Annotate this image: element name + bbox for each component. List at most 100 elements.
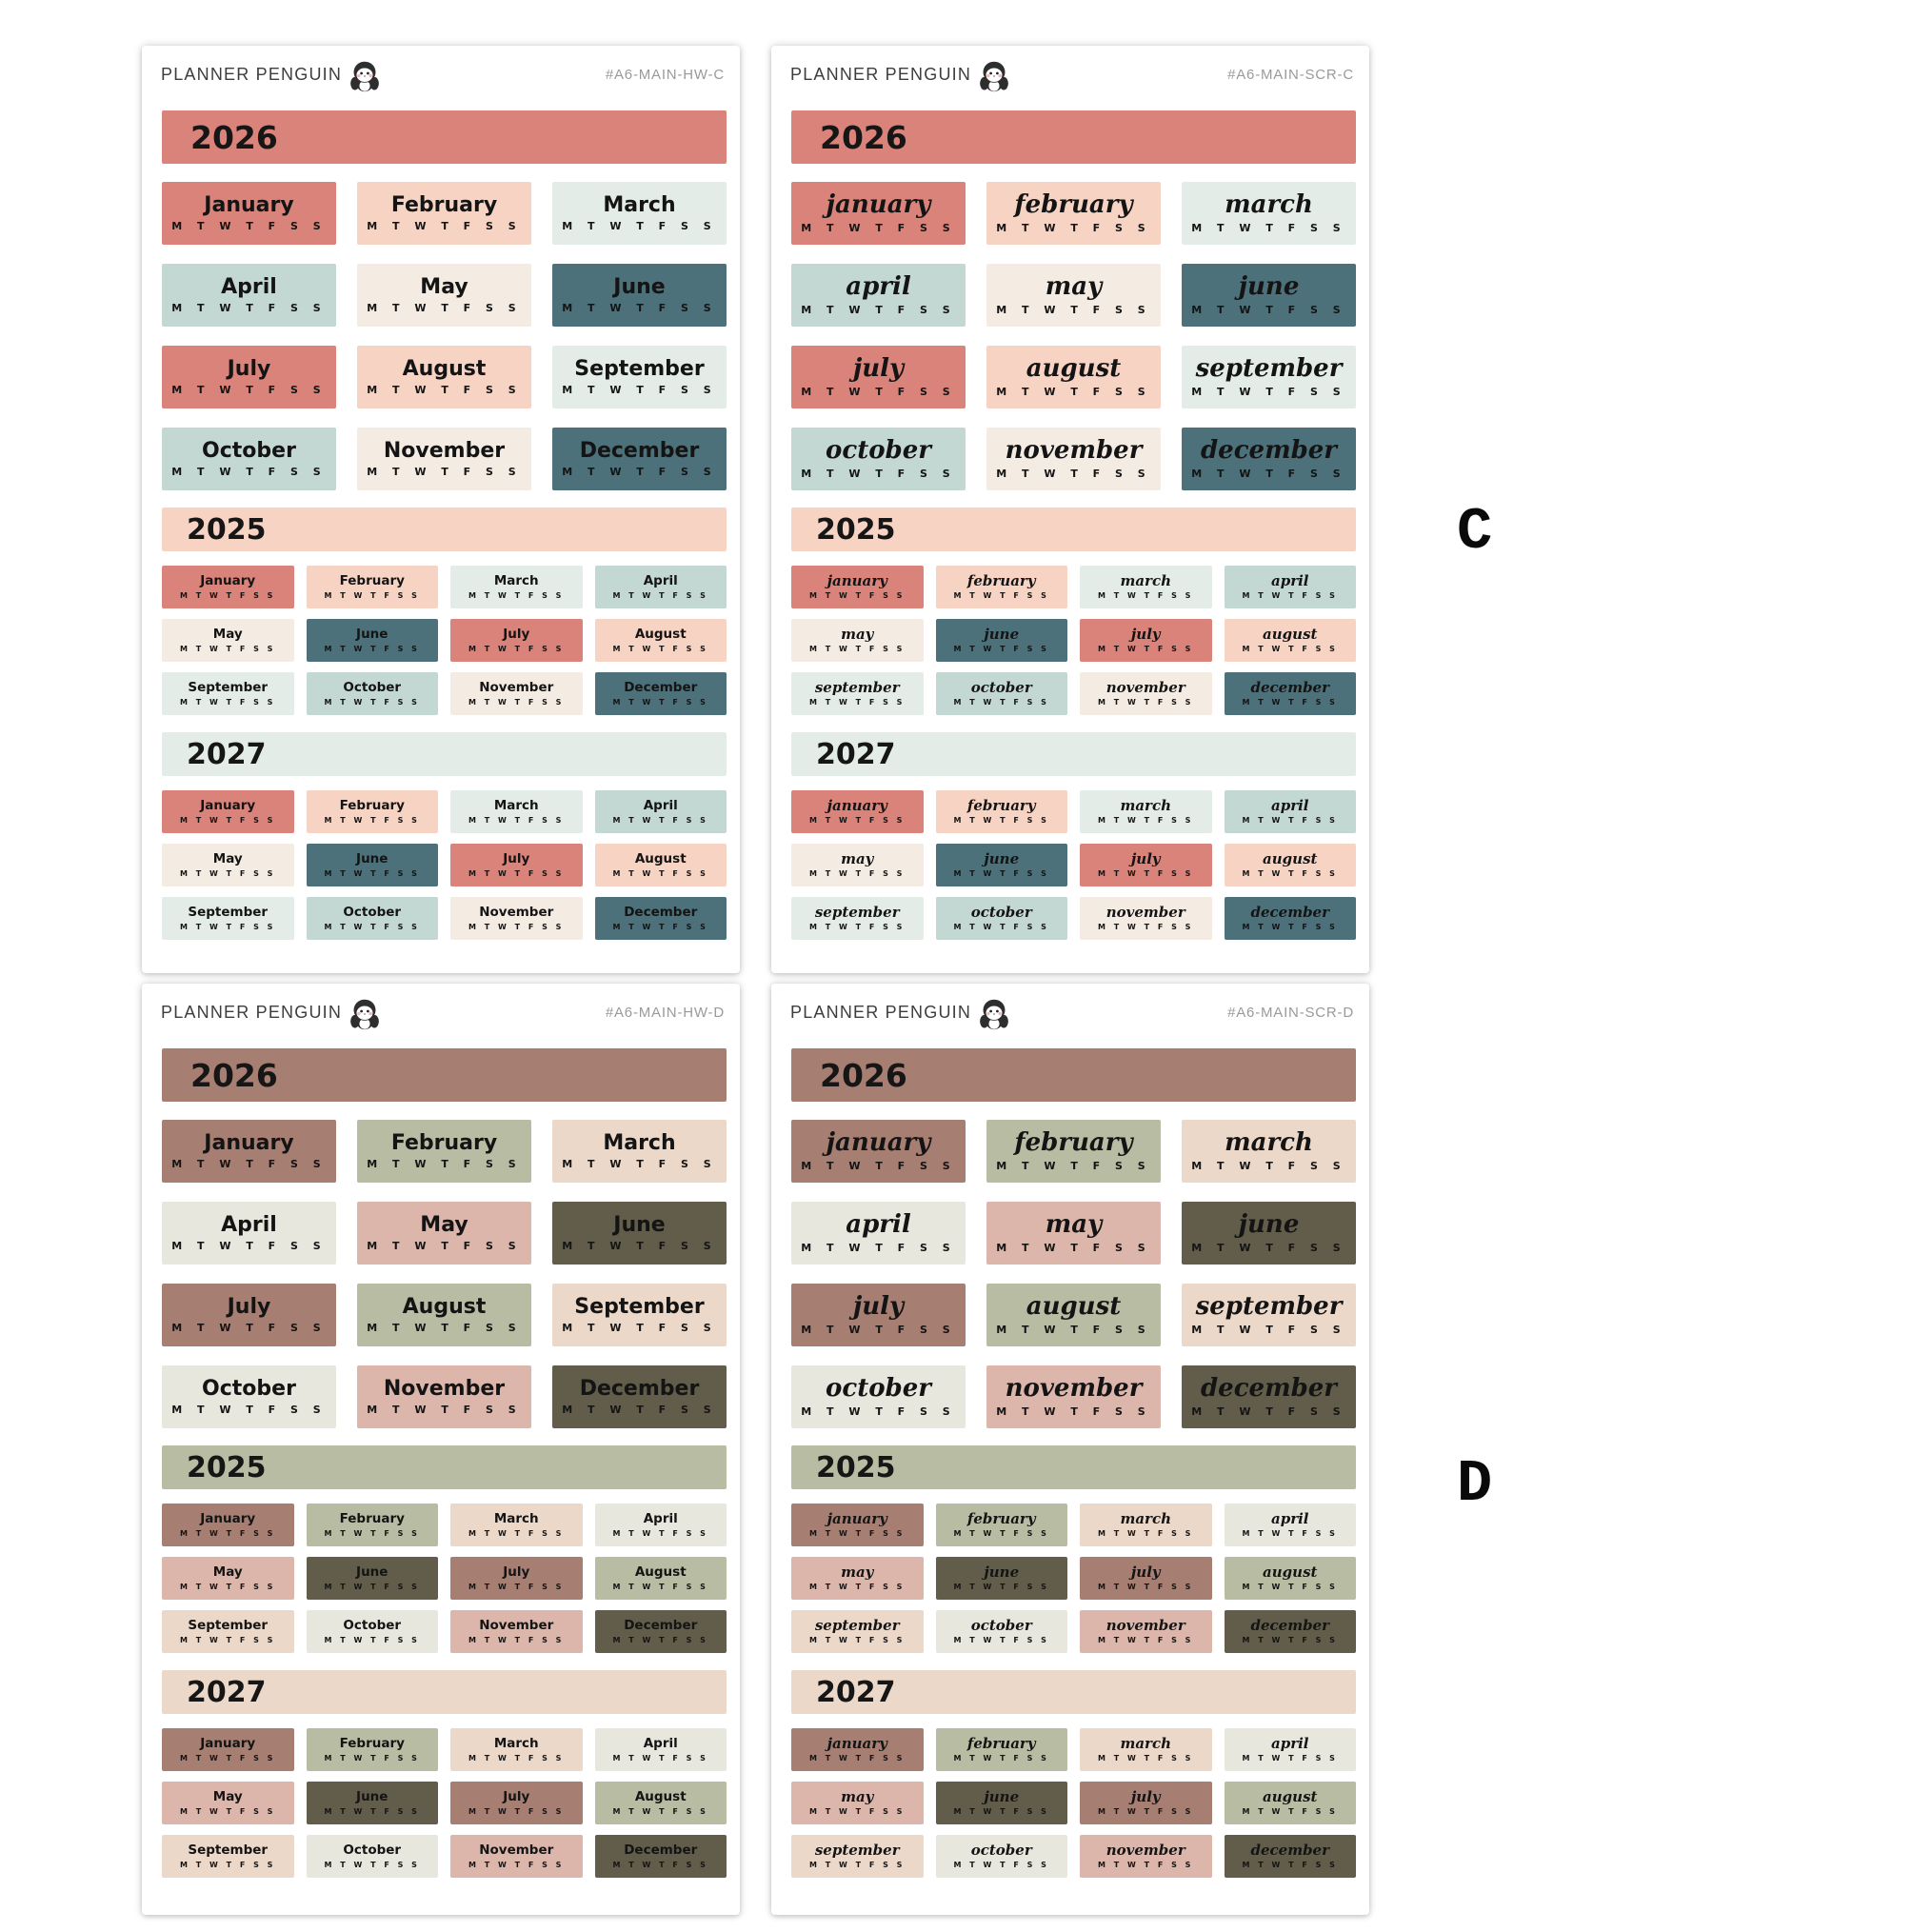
month-sticker: August M T W T F S S bbox=[594, 844, 727, 886]
month-name: January bbox=[200, 1511, 256, 1527]
month-sticker: August M T W T F S S bbox=[357, 1284, 531, 1346]
month-sticker: August M T W T F S S bbox=[594, 1557, 727, 1600]
month-sticker: April M T W T F S S bbox=[594, 566, 727, 608]
month-sticker: February M T W T F S S bbox=[306, 1504, 438, 1546]
month-name: August bbox=[634, 851, 687, 867]
sheet-header: PLANNER PENGUIN #A6-MAIN-SCR-C bbox=[771, 46, 1369, 92]
day-letters: M T W T F S S bbox=[801, 1324, 956, 1337]
month-name: november bbox=[1005, 1373, 1143, 1403]
penguin-icon bbox=[350, 999, 379, 1030]
day-letters: M T W T F S S bbox=[801, 1242, 956, 1255]
month-sticker: december M T W T F S S bbox=[1182, 1365, 1356, 1428]
sheet-body: 2026 january M T W T F S S february M T W T … bbox=[771, 1048, 1369, 1878]
month-name: May bbox=[212, 851, 243, 867]
month-name: August bbox=[634, 1789, 687, 1805]
month-sticker: may M T W T F S S bbox=[986, 264, 1161, 327]
day-letters: M T W T F S S bbox=[468, 697, 565, 707]
month-sticker: october M T W T F S S bbox=[935, 1835, 1067, 1878]
month-sticker: May M T W T F S S bbox=[162, 1557, 294, 1600]
day-letters: M T W T F S S bbox=[1242, 869, 1338, 879]
month-sticker: february M T W T F S S bbox=[935, 566, 1067, 608]
month-name: April bbox=[221, 1212, 277, 1237]
day-letters: M T W T F S S bbox=[801, 304, 956, 317]
month-name: November bbox=[479, 680, 554, 696]
month-name: december bbox=[1250, 1841, 1329, 1859]
month-sticker: november M T W T F S S bbox=[1080, 897, 1212, 940]
day-letters: M T W T F S S bbox=[996, 1324, 1151, 1337]
month-sticker: July M T W T F S S bbox=[450, 844, 583, 886]
sheet-body: 2026 January M T W T F S S February M T W T … bbox=[142, 110, 740, 940]
month-sticker: October M T W T F S S bbox=[162, 1365, 336, 1428]
day-letters: M T W T F S S bbox=[324, 644, 420, 653]
month-name: july bbox=[1130, 849, 1161, 867]
month-sticker: September M T W T F S S bbox=[552, 346, 727, 408]
day-letters: M T W T F S S bbox=[171, 302, 327, 315]
day-letters: M T W T F S S bbox=[1191, 1160, 1346, 1173]
sticker-sheet-a6-main-scr-c: PLANNER PENGUIN #A6-MAIN-SCR-C 2026 janu bbox=[771, 46, 1369, 973]
month-name: october bbox=[970, 1616, 1032, 1634]
month-name: April bbox=[221, 274, 277, 299]
day-letters: M T W T F S S bbox=[468, 868, 565, 878]
brand-logo: PLANNER PENGUIN bbox=[790, 994, 1010, 1030]
month-sticker: October M T W T F S S bbox=[306, 1835, 438, 1878]
month-sticker: december M T W T F S S bbox=[1224, 897, 1356, 940]
month-name: june bbox=[984, 1787, 1020, 1805]
month-name: November bbox=[479, 905, 554, 921]
day-letters: M T W T F S S bbox=[562, 466, 717, 479]
month-sticker: July M T W T F S S bbox=[162, 1284, 336, 1346]
month-sticker: October M T W T F S S bbox=[306, 672, 438, 715]
month-name: january bbox=[827, 1509, 887, 1527]
month-name: February bbox=[339, 573, 405, 589]
option-label-d: D bbox=[1457, 1450, 1493, 1518]
month-name: may bbox=[841, 849, 874, 867]
sheet-code: #A6-MAIN-SCR-D bbox=[1227, 1004, 1354, 1021]
day-letters: M T W T F S S bbox=[1098, 923, 1194, 932]
day-letters: M T W T F S S bbox=[801, 468, 956, 481]
month-name: july bbox=[852, 353, 905, 383]
month-name: october bbox=[970, 678, 1032, 696]
day-letters: M T W T F S S bbox=[1098, 1529, 1194, 1539]
month-sticker: December M T W T F S S bbox=[552, 428, 727, 490]
year-banner-2026: 2026 bbox=[162, 110, 727, 164]
day-letters: M T W T F S S bbox=[180, 590, 276, 600]
month-grid-2027: january M T W T F S S february M T W T F S … bbox=[791, 1728, 1356, 1878]
month-name: May bbox=[212, 1789, 243, 1805]
month-sticker: december M T W T F S S bbox=[1182, 428, 1356, 490]
day-letters: M T W T F S S bbox=[1242, 923, 1338, 932]
month-sticker: september M T W T F S S bbox=[791, 672, 924, 715]
month-sticker: february M T W T F S S bbox=[986, 182, 1161, 245]
month-name: February bbox=[339, 798, 405, 814]
month-name: June bbox=[356, 1564, 388, 1581]
day-letters: M T W T F S S bbox=[953, 1754, 1049, 1763]
month-name: may bbox=[841, 625, 874, 643]
day-letters: M T W T F S S bbox=[1242, 1807, 1338, 1817]
month-sticker: november M T W T F S S bbox=[1080, 1835, 1212, 1878]
day-letters: M T W T F S S bbox=[1191, 386, 1346, 399]
day-letters: M T W T F S S bbox=[1191, 222, 1346, 235]
month-name: January bbox=[200, 1736, 256, 1752]
month-name: february bbox=[1014, 1127, 1133, 1157]
month-sticker: February M T W T F S S bbox=[357, 182, 531, 245]
day-letters: M T W T F S S bbox=[953, 869, 1049, 879]
brand-text: PLANNER PENGUIN bbox=[790, 64, 972, 84]
month-sticker: july M T W T F S S bbox=[791, 1284, 966, 1346]
day-letters: M T W T F S S bbox=[1191, 1405, 1346, 1419]
month-name: september bbox=[1195, 1291, 1343, 1321]
day-letters: M T W T F S S bbox=[612, 1753, 708, 1763]
month-sticker: November M T W T F S S bbox=[450, 672, 583, 715]
day-letters: M T W T F S S bbox=[612, 1582, 708, 1591]
month-name: July bbox=[227, 1294, 271, 1319]
brand-logo: PLANNER PENGUIN bbox=[161, 994, 381, 1030]
day-letters: M T W T F S S bbox=[367, 384, 522, 397]
day-letters: M T W T F S S bbox=[953, 1583, 1049, 1592]
sheet-body: 2026 January M T W T F S S February M T W T … bbox=[142, 1048, 740, 1878]
month-sticker: July M T W T F S S bbox=[450, 619, 583, 662]
month-sticker: july M T W T F S S bbox=[1080, 844, 1212, 886]
month-sticker: June M T W T F S S bbox=[552, 1202, 727, 1265]
day-letters: M T W T F S S bbox=[180, 697, 276, 707]
month-sticker: June M T W T F S S bbox=[306, 1557, 438, 1600]
month-name: May bbox=[420, 274, 468, 299]
day-letters: M T W T F S S bbox=[171, 1240, 327, 1253]
sticker-sheet-a6-main-hw-c: PLANNER PENGUIN #A6-MAIN-HW-C 2026 Janua bbox=[142, 46, 740, 973]
brand-text: PLANNER PENGUIN bbox=[161, 1002, 343, 1022]
